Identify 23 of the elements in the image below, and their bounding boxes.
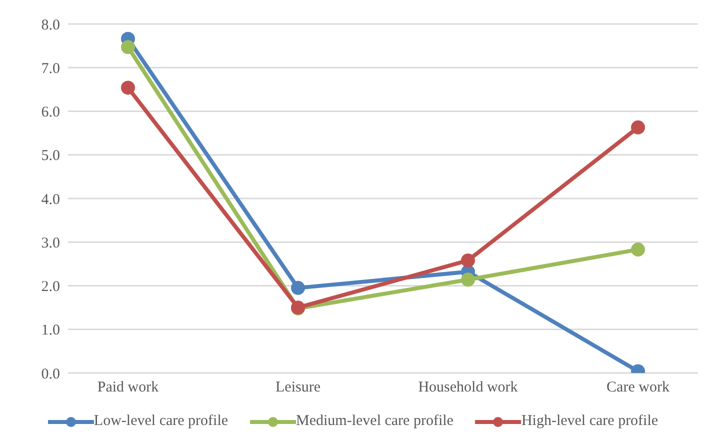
- x-tick-label: Paid work: [97, 380, 160, 396]
- x-tick-label: Leisure: [276, 380, 321, 396]
- y-tick-label: 8.0: [41, 17, 60, 34]
- y-tick-label: 5.0: [41, 148, 60, 164]
- y-tick-label: 7.0: [41, 60, 60, 77]
- point: [631, 120, 645, 134]
- legend-label: Medium-level care profile: [296, 413, 454, 430]
- y-tick-label: 4.0: [41, 192, 60, 208]
- point: [291, 280, 305, 295]
- point: [461, 253, 475, 268]
- y-tick-label: 2.0: [41, 279, 60, 296]
- y-tick-label: 0.0: [41, 366, 60, 382]
- x-tick-label: Household work: [418, 380, 518, 396]
- x-tick-label: Care work: [606, 380, 670, 396]
- legend-label: Low-level care profile: [94, 413, 228, 430]
- y-tick-label: 3.0: [41, 235, 60, 252]
- point: [121, 80, 135, 95]
- y-tick-label: 1.0: [41, 322, 60, 339]
- point: [121, 40, 135, 54]
- point: [461, 272, 475, 287]
- point: [631, 242, 645, 257]
- legend-label: High-level care profile: [521, 413, 658, 430]
- y-tick-label: 6.0: [41, 104, 60, 121]
